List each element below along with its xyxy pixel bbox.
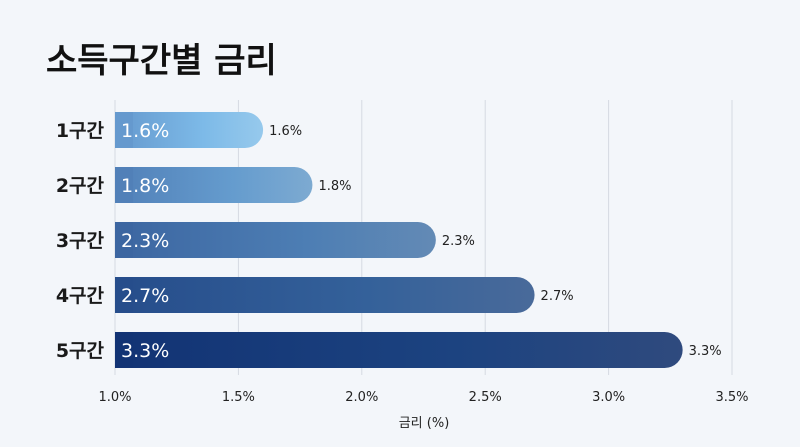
bars: 1.6% 1.6% 1.8% 1.8% 2.3% 2.3% 2.7% 2.7% 3.3% 3.3% — [115, 112, 722, 368]
bar-base — [115, 167, 133, 203]
bar — [115, 167, 313, 203]
bar-inner-label: 3.3% — [121, 340, 169, 362]
bar-inner-label: 1.8% — [121, 175, 169, 197]
category-label: 5구간 — [56, 340, 105, 362]
bar-value-label: 2.3% — [442, 234, 475, 249]
bar-value-label: 2.7% — [541, 289, 574, 304]
bar-inner-label: 1.6% — [121, 120, 169, 142]
bar-inner-label: 2.3% — [121, 230, 169, 252]
category-label: 3구간 — [56, 230, 105, 252]
category-label: 1구간 — [56, 120, 105, 142]
bar-base — [115, 222, 133, 258]
x-tick-label: 2.5% — [469, 390, 502, 405]
x-tick-label: 2.0% — [345, 390, 378, 405]
x-axis-label: 금리 (%) — [399, 416, 450, 431]
x-tick-label: 1.5% — [222, 390, 255, 405]
bar-base — [115, 277, 133, 313]
x-tick-label: 3.0% — [592, 390, 625, 405]
x-tick-label: 1.0% — [98, 390, 131, 405]
chart-title: 소득구간별 금리 — [46, 41, 277, 81]
bar-base — [115, 332, 133, 368]
bar-value-label: 1.8% — [318, 179, 351, 194]
bar — [115, 112, 264, 148]
category-label: 2구간 — [56, 175, 105, 197]
bar — [115, 332, 683, 368]
bar-base — [115, 112, 133, 148]
bar — [115, 222, 436, 258]
bar — [115, 277, 535, 313]
bar-value-label: 3.3% — [689, 344, 722, 359]
category-labels: 1구간 2구간 3구간 4구간 5구간 — [56, 120, 105, 362]
bar-value-label: 1.6% — [269, 124, 302, 139]
x-tick-label: 3.5% — [715, 390, 748, 405]
category-label: 4구간 — [56, 285, 105, 307]
x-tick-labels: 1.0% 1.5% 2.0% 2.5% 3.0% 3.5% — [98, 390, 748, 405]
bar-inner-label: 2.7% — [121, 285, 169, 307]
